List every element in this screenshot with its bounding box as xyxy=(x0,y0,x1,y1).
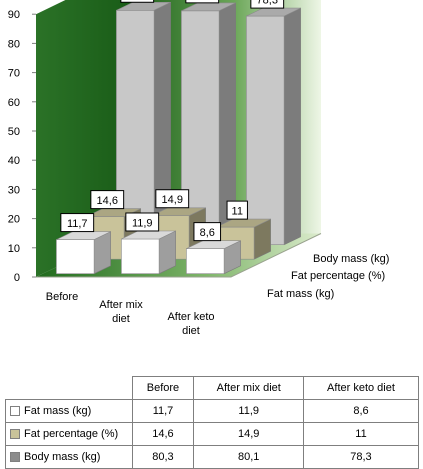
table-cell: 11,7 xyxy=(131,399,195,423)
y-tick-label: 20 xyxy=(8,214,20,226)
fat-mass-swatch xyxy=(10,406,20,417)
body-mass-swatch xyxy=(10,452,20,463)
data-label: 78,3 xyxy=(250,0,285,9)
table-row: Body mass (kg) 80,3 80,1 78,3 xyxy=(5,445,420,469)
table-row: Fat percentage (%) 14,6 14,9 11 xyxy=(5,422,420,446)
floor-edge xyxy=(36,233,322,278)
data-label: 14,9 xyxy=(155,189,190,209)
y-tick-label: 90 xyxy=(8,9,20,21)
depth-axis: Body mass (kg) Fat percentage (%) Fat mass… xyxy=(267,253,389,300)
x-tick-label: After keto diet xyxy=(167,311,214,337)
svg-text:14,6: 14,6 xyxy=(97,195,118,207)
data-label: 14,6 xyxy=(90,190,125,210)
table-row-header: Fat percentage (%) xyxy=(5,422,133,446)
data-label: 80,1 xyxy=(185,0,220,4)
x-tick-label: After mix diet xyxy=(99,299,143,325)
table-cell: 80,1 xyxy=(193,445,304,469)
svg-text:11,7: 11,7 xyxy=(67,218,88,230)
table-cell: 14,6 xyxy=(131,422,195,446)
svg-text:8,6: 8,6 xyxy=(200,227,215,239)
bar xyxy=(186,240,241,275)
row-label: Body mass (kg) xyxy=(24,451,101,463)
svg-text:11,9: 11,9 xyxy=(132,217,153,229)
depth-axis-label: Fat mass (kg) xyxy=(267,288,334,300)
table-header-after-mix: After mix diet xyxy=(193,376,304,400)
svg-text:80,3: 80,3 xyxy=(127,0,148,1)
y-tick-label: 10 xyxy=(8,243,20,255)
svg-text:14,9: 14,9 xyxy=(162,194,183,206)
bar xyxy=(246,7,301,246)
data-label: 80,3 xyxy=(120,0,155,3)
data-label: 11,9 xyxy=(125,212,160,232)
y-axis: 0 10 20 30 40 50 60 70 80 90 xyxy=(8,9,36,284)
y-tick-label: 50 xyxy=(8,126,20,138)
svg-text:11: 11 xyxy=(232,206,243,218)
table-header-after-keto: After keto diet xyxy=(302,376,420,400)
depth-axis-label: Fat percentage (%) xyxy=(291,270,385,282)
table-header-row: Before After mix diet After keto diet xyxy=(5,376,420,400)
y-tick-label: 0 xyxy=(14,272,20,284)
bar-series-group: 80,3 80,1 78,3 14,6 14,9 11 11,7 11,9 8,6 xyxy=(56,0,301,275)
bar xyxy=(116,1,171,246)
data-label: 11 xyxy=(226,200,248,220)
row-label: Fat percentage (%) xyxy=(24,428,119,440)
table-header-before: Before xyxy=(131,376,195,400)
table-cell: 80,3 xyxy=(131,445,195,469)
table-cell: 78,3 xyxy=(302,445,420,469)
data-label: 8,6 xyxy=(193,222,222,242)
y-tick-label: 80 xyxy=(8,38,20,50)
bar xyxy=(181,2,236,246)
bar xyxy=(56,231,111,275)
x-axis: Before After mix diet After keto diet xyxy=(46,291,215,337)
table-corner-cell xyxy=(5,376,133,400)
table-cell: 11,9 xyxy=(193,399,304,423)
depth-axis-label: Body mass (kg) xyxy=(313,253,389,265)
svg-text:78,3: 78,3 xyxy=(257,0,278,7)
x-tick-label: Before xyxy=(46,291,78,303)
fat-percentage-swatch xyxy=(10,429,20,440)
3d-column-chart: 0 10 20 30 40 50 60 70 80 90 80,3 80,1 78,3 14,6 14,9… xyxy=(8,0,389,337)
table-cell: 11 xyxy=(302,422,420,446)
table-cell: 14,9 xyxy=(193,422,304,446)
y-tick-label: 60 xyxy=(8,97,20,109)
row-label: Fat mass (kg) xyxy=(24,405,92,417)
data-table: Before After mix diet After keto diet Fa… xyxy=(5,376,420,469)
svg-text:80,1: 80,1 xyxy=(192,0,213,1)
data-label: 11,7 xyxy=(60,213,95,233)
y-tick-label: 40 xyxy=(8,155,20,167)
table-row-header: Fat mass (kg) xyxy=(5,399,133,423)
table-cell: 8,6 xyxy=(302,399,420,423)
table-row: Fat mass (kg) 11,7 11,9 8,6 xyxy=(5,399,420,423)
table-row-header: Body mass (kg) xyxy=(5,445,133,469)
y-tick-label: 70 xyxy=(8,68,20,80)
y-tick-label: 30 xyxy=(8,184,20,196)
bar xyxy=(121,230,176,275)
